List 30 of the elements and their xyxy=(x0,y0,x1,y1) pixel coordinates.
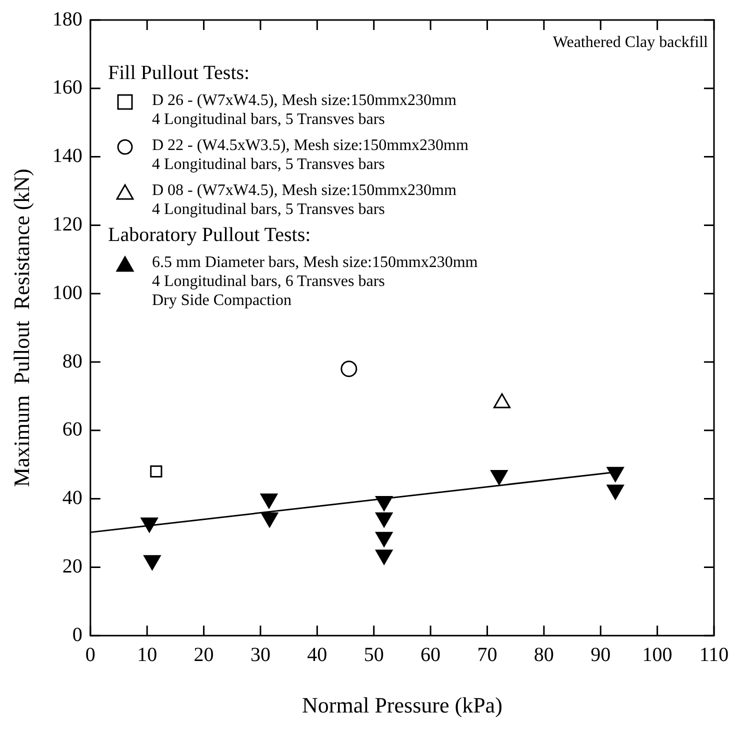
y-tick-label: 140 xyxy=(52,145,82,168)
x-axis-title: Normal Pressure (kPa) xyxy=(302,692,502,718)
y-tick-label: 160 xyxy=(52,76,82,99)
x-tick-label: 40 xyxy=(307,644,328,666)
legend-label: D 26 - (W7xW4.5), Mesh size:150mmx230mm 4 Longitudinal bars, 5 Transves bars xyxy=(152,91,456,129)
annotation: Fill Pullout Tests: xyxy=(108,62,251,84)
y-tick-label: 0 xyxy=(72,624,82,646)
x-tick-label: 90 xyxy=(590,644,611,666)
annotation: Laboratory Pullout Tests: xyxy=(108,224,312,246)
x-tick-label: 50 xyxy=(364,644,384,666)
y-tick-label: 20 xyxy=(62,555,82,578)
x-tick-label: 70 xyxy=(477,644,498,666)
y-tick-label: 60 xyxy=(62,418,82,441)
y-tick-label: 120 xyxy=(52,213,82,236)
x-tick-label: 30 xyxy=(250,644,270,666)
y-axis-title: Maximum Pullout Resistance (kN) xyxy=(8,168,34,487)
y-tick-label: 80 xyxy=(62,350,82,372)
x-tick-label: 60 xyxy=(420,644,441,666)
x-tick-label: 10 xyxy=(137,644,158,666)
annotation: Weathered Clay backfill xyxy=(552,34,708,52)
x-tick-label: 20 xyxy=(194,644,214,666)
legend-label: D 08 - (W7xW4.5), Mesh size:150mmx230mm 4 Longitudinal bars, 5 Transves bars xyxy=(152,181,456,219)
y-tick-label: 180 xyxy=(52,8,82,30)
x-tick-label: 110 xyxy=(699,644,729,666)
legend-label: D 22 - (W4.5xW3.5), Mesh size:150mmx230mm 4 Longitudinal bars, 5 Transves bars xyxy=(152,136,468,174)
x-tick-label: 100 xyxy=(642,644,672,666)
y-tick-label: 100 xyxy=(52,282,82,304)
legend-label: 6.5 mm Diameter bars, Mesh size:150mmx230mm 4 Longitudinal bars, 6 Transves bars Dry Side Compaction xyxy=(152,253,478,310)
x-tick-label: 80 xyxy=(534,644,554,666)
y-tick-label: 40 xyxy=(62,487,82,510)
